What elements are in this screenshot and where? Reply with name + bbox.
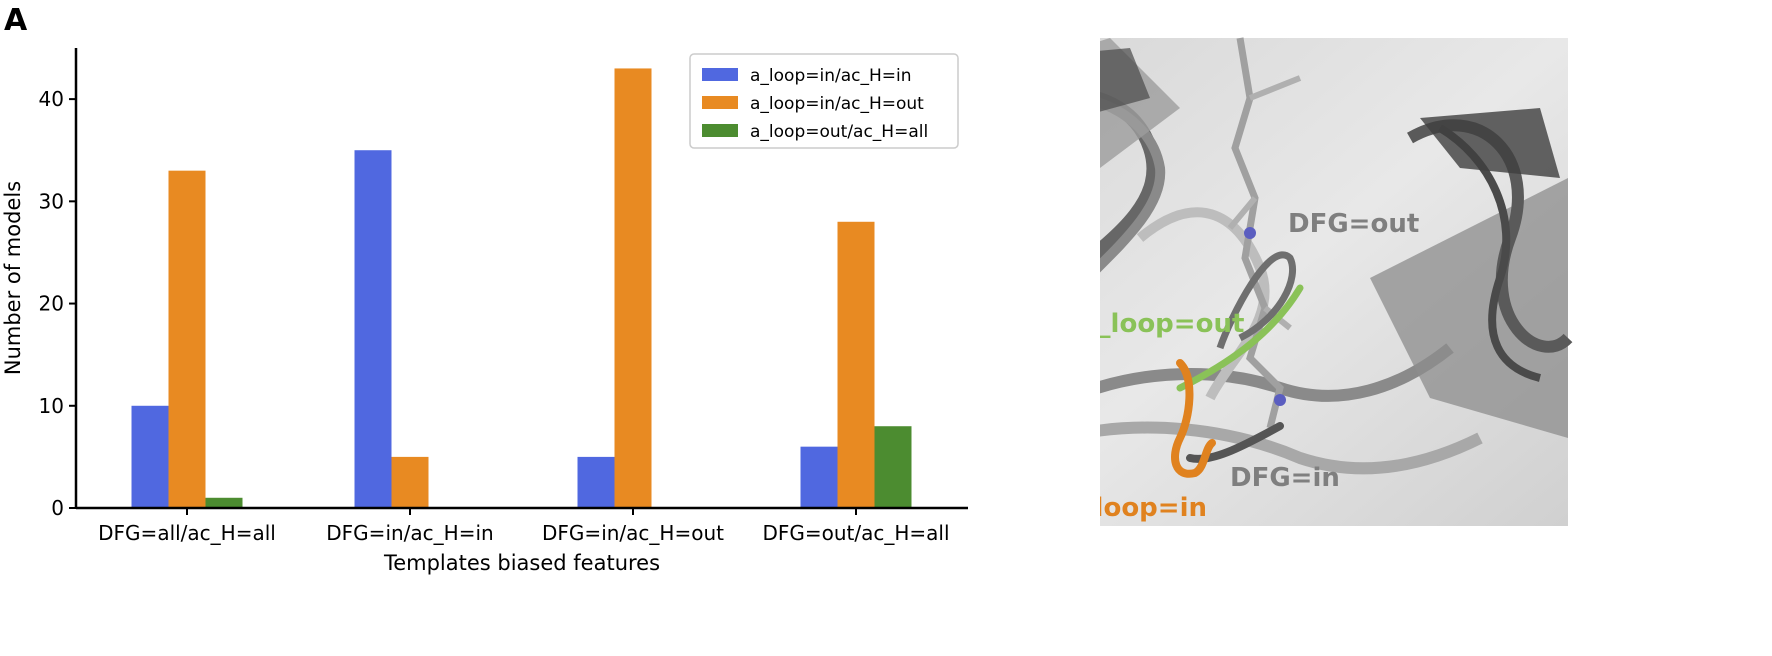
label-a-loop-out: a_loop=out [1100, 309, 1244, 339]
legend-swatch [702, 124, 738, 137]
y-tick-label: 30 [39, 189, 64, 213]
y-tick-label: 10 [39, 394, 64, 418]
a-loop-out-trace [1176, 284, 1304, 392]
bar-1-3 [577, 456, 615, 508]
bars-group [131, 68, 912, 508]
bar-3-1 [205, 497, 243, 508]
a-loop-in-trace [1171, 359, 1216, 478]
ligand-n-atom-2 [1274, 394, 1286, 406]
right-dark-sheet [1420, 108, 1560, 178]
label-a-loop-in: a_loop=in [1100, 493, 1207, 523]
legend-entry: a_loop=out/ac_H=all [750, 122, 928, 142]
bar-2-1 [168, 170, 206, 508]
bar-chart: A 0 10 20 30 40 DFG=all/ac_H=all DFG=in/ac_H=i… [1, 3, 968, 575]
legend-swatch [702, 96, 738, 109]
y-tick-label: 40 [39, 87, 64, 111]
panel-a: A 0 10 20 30 40 DFG=all/ac_H=all DFG=in/ac_H=i… [1, 3, 968, 575]
center-strands-2 [1058, 421, 1483, 475]
label-dfg-in: DFG=in [1230, 463, 1340, 493]
x-tick-label: DFG=in/ac_H=out [542, 521, 724, 545]
panel-b: B [976, 0, 1772, 652]
panel-a-letter: A [4, 3, 28, 38]
legend: a_loop=in/ac_H=in a_loop=in/ac_H=out a_loo… [689, 53, 959, 149]
y-tick-label: 0 [51, 496, 64, 520]
bar-1-1 [131, 405, 169, 508]
y-tick-label: 20 [39, 292, 64, 316]
label-dfg-out: DFG=out [1288, 209, 1419, 239]
x-tick-label: DFG=out/ac_H=all [762, 521, 949, 545]
legend-entry: a_loop=in/ac_H=in [750, 66, 912, 86]
x-tick-label: DFG=in/ac_H=in [326, 521, 493, 545]
protein-structure-image: B [976, 1, 1652, 528]
bar-2-3 [614, 68, 652, 508]
dfg-in-segment [1186, 422, 1284, 463]
legend-swatch [702, 68, 738, 81]
ligand-sticks [1231, 37, 1284, 429]
axes-group: 0 10 20 30 40 DFG=all/ac_H=all DFG=in/ac_H=in D… [1, 48, 968, 575]
legend-entry: a_loop=in/ac_H=out [750, 94, 924, 114]
y-axis-label: Number of models [1, 181, 25, 375]
bar-1-4 [800, 446, 838, 508]
bar-2-4 [837, 221, 875, 508]
bar-1-2 [354, 150, 392, 508]
ligand-n-atom-1 [1244, 227, 1256, 239]
bar-2-2 [391, 456, 429, 508]
bar-3-4 [874, 426, 912, 508]
x-tick-label: DFG=all/ac_H=all [98, 521, 276, 545]
dfg-loop [1216, 251, 1297, 350]
legend-frame [689, 53, 959, 149]
x-axis-label: Templates biased features [383, 551, 660, 575]
